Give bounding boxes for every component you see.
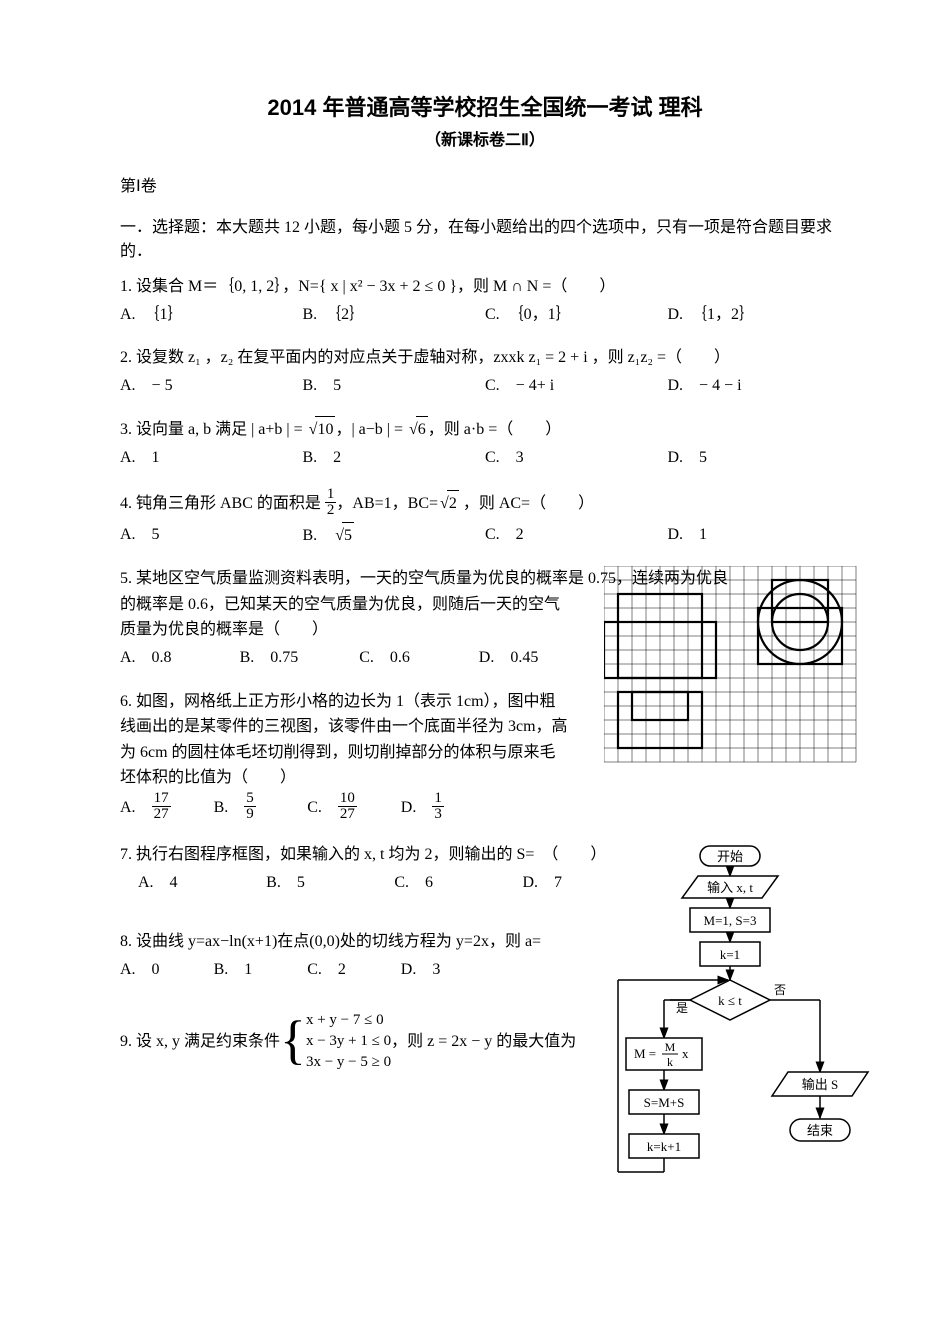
q4-opt-b-sqrt: 5 xyxy=(333,522,354,549)
question-4-options: A. 5 B. 5 C. 2 D. 1 xyxy=(120,522,850,549)
exam-page: 2014 年普通高等学校招生全国统一考试 理科 （新课标卷二Ⅱ） 第Ⅰ卷 一．选… xyxy=(0,0,945,1113)
question-4-text: 4. 钝角三角形 ABC 的面积是 12，AB=1，BC=2 ，则 AC=（ ） xyxy=(120,489,850,520)
q2-opt-b: B. 5 xyxy=(303,373,486,399)
svg-text:开始: 开始 xyxy=(717,849,743,864)
q4-frac: 12 xyxy=(325,487,337,518)
q1-set-expr: { x | x² − 3x + 2 ≤ 0 } xyxy=(319,278,457,295)
q5-line3: 质量为优良的概率是（ ） xyxy=(120,617,640,643)
q9-text-b: ，则 z = 2x − y 的最大值为 xyxy=(391,1029,576,1055)
q3-opt-b: B. 2 xyxy=(303,445,486,471)
q8-opt-a: A. 0 xyxy=(120,957,214,983)
q5-q6-wrap: 5. 某地区空气质量监测资料表明，一天的空气质量为优良的概率是 0.75，连续两… xyxy=(120,566,850,824)
question-9-text: 9. 设 x, y 满足约束条件 { x + y − 7 ≤ 0 x − 3y … xyxy=(120,1010,640,1073)
q4-sqrt: 2 xyxy=(438,490,459,517)
question-1-options: A. ｛1｝ B. ｛2｝ C. ｛0，1｝ D. ｛1，2｝ xyxy=(120,302,850,328)
svg-text:结束: 结束 xyxy=(807,1123,833,1138)
q3-opt-d: D. 5 xyxy=(668,445,851,471)
q1-text-a: 1. 设集合 M＝｛0, 1, 2｝，N= xyxy=(120,278,319,295)
q6-line4: 坯体积的比值为（ ） xyxy=(120,765,640,791)
svg-text:输出 S: 输出 S xyxy=(802,1077,838,1092)
q9-text-a: 9. 设 x, y 满足约束条件 xyxy=(120,1029,280,1055)
question-6-options: A. 1727 B. 59 C. 1027 D. 13 xyxy=(120,793,640,824)
q4-text-c: ，则 AC=（ ） xyxy=(459,495,594,512)
question-8-options: A. 0 B. 1 C. 2 D. 3 xyxy=(120,957,640,983)
q6-line2: 线画出的是某零件的三视图，该零件由一个底面半径为 3cm，高 xyxy=(120,714,640,740)
q3-opt-a: A. 1 xyxy=(120,445,303,471)
svg-text:k ≤ t: k ≤ t xyxy=(718,993,742,1008)
svg-text:是: 是 xyxy=(676,1001,688,1015)
svg-text:x: x xyxy=(682,1046,689,1061)
q6-line3: 为 6cm 的圆柱体毛坯切削得到，则切削掉部分的体积与原来毛 xyxy=(120,740,640,766)
question-8-text: 8. 设曲线 y=ax−ln(x+1)在点(0,0)处的切线方程为 y=2x，则… xyxy=(120,929,640,955)
svg-text:M: M xyxy=(665,1040,676,1054)
q3-sqrt1: 10 xyxy=(307,416,336,443)
svg-text:k=k+1: k=k+1 xyxy=(647,1139,681,1154)
q5-opt-c: C. 0.6 xyxy=(359,645,479,671)
q5-opt-b: B. 0.75 xyxy=(240,645,360,671)
question-2-text: 2. 设复数 z₁ ，z₂ 在复平面内的对应点关于虚轴对称，zxxk z₁ = … xyxy=(120,345,850,371)
q3-text-b: ，| a−b | = xyxy=(335,421,407,438)
q1-opt-a: A. ｛1｝ xyxy=(120,302,303,328)
page-subtitle: （新课标卷二Ⅱ） xyxy=(120,126,850,150)
q6-line1: 6. 如图，网格纸上正方形小格的边长为 1（表示 1cm），图中粗 xyxy=(120,689,640,715)
q5-opt-a: A. 0.8 xyxy=(120,645,240,671)
question-4: 4. 钝角三角形 ABC 的面积是 12，AB=1，BC=2 ，则 AC=（ ）… xyxy=(120,489,850,549)
q6-opt-b: B. 59 xyxy=(214,793,308,824)
q3-text-c: ，则 a·b =（ ） xyxy=(428,421,561,438)
flowchart-figure: 开始输入 x, t M=1, S=3 k=1 k ≤ t 是 M = Mk x S=M+S k… xyxy=(610,842,870,1202)
q7-opt-c: C. 6 xyxy=(394,870,522,896)
q4-opt-b: B. 5 xyxy=(303,522,486,549)
question-2-options: A. − 5 B. 5 C. − 4+ i D. − 4 − i xyxy=(120,373,850,399)
question-3-options: A. 1 B. 2 C. 3 D. 5 xyxy=(120,445,850,471)
q5-opt-d: D. 0.45 xyxy=(479,645,599,671)
q4-opt-c: C. 2 xyxy=(485,522,668,549)
q8-opt-b: B. 1 xyxy=(214,957,308,983)
q3-text-a: 3. 设向量 a, b 满足 | a+b | = xyxy=(120,421,307,438)
q1-opt-c: C. ｛0，1｝ xyxy=(485,302,668,328)
three-view-grid-figure xyxy=(604,566,860,766)
question-5-options: A. 0.8 B. 0.75 C. 0.6 D. 0.45 xyxy=(120,645,640,671)
svg-text:否: 否 xyxy=(774,983,786,997)
q8-opt-d: D. 3 xyxy=(401,957,495,983)
q1-opt-d: D. ｛1，2｝ xyxy=(668,302,851,328)
q4-text-a: 4. 钝角三角形 ABC 的面积是 xyxy=(120,495,325,512)
q4-opt-a: A. 5 xyxy=(120,522,303,549)
q4-text-b: ，AB=1，BC= xyxy=(336,495,438,512)
q6-opt-c: C. 1027 xyxy=(307,793,401,824)
q2-opt-d: D. − 4 − i xyxy=(668,373,851,399)
question-1-text: 1. 设集合 M＝｛0, 1, 2｝，N={ x | x² − 3x + 2 ≤… xyxy=(120,274,850,300)
q4-opt-d: D. 1 xyxy=(668,522,851,549)
left-brace-icon: { xyxy=(280,1013,306,1067)
q8-opt-c: C. 2 xyxy=(307,957,401,983)
question-3-text: 3. 设向量 a, b 满足 | a+b | = 10，| a−b | = 6，… xyxy=(120,416,850,443)
q9-system: { x + y − 7 ≤ 0 x − 3y + 1 ≤ 0 3x − y − … xyxy=(280,1010,391,1073)
svg-text:k=1: k=1 xyxy=(720,947,740,962)
q9-sys-l2: x − 3y + 1 ≤ 0 xyxy=(306,1031,391,1052)
svg-text:M =: M = xyxy=(634,1046,656,1061)
svg-text:k: k xyxy=(667,1055,673,1069)
q1-opt-b: B. ｛2｝ xyxy=(303,302,486,328)
question-1: 1. 设集合 M＝｛0, 1, 2｝，N={ x | x² − 3x + 2 ≤… xyxy=(120,274,850,327)
q2-opt-a: A. − 5 xyxy=(120,373,303,399)
q5-line2: 的概率是 0.6，已知某天的空气质量为优良，则随后一天的空气 xyxy=(120,592,640,618)
q3-opt-c: C. 3 xyxy=(485,445,668,471)
svg-text:输入 x, t: 输入 x, t xyxy=(707,880,753,895)
q6-opt-a: A. 1727 xyxy=(120,793,214,824)
q7-opt-a: A. 4 xyxy=(138,870,266,896)
q2-opt-c: C. − 4+ i xyxy=(485,373,668,399)
q9-sys-l1: x + y − 7 ≤ 0 xyxy=(306,1010,391,1031)
page-title: 2014 年普通高等学校招生全国统一考试 理科 xyxy=(120,90,850,122)
svg-text:S=M+S: S=M+S xyxy=(644,1095,685,1110)
q1-text-b: ，则 M ∩ N =（ ） xyxy=(457,278,615,295)
question-2: 2. 设复数 z₁ ，z₂ 在复平面内的对应点关于虚轴对称，zxxk z₁ = … xyxy=(120,345,850,398)
section-label: 第Ⅰ卷 xyxy=(120,172,850,196)
q3-sqrt2: 6 xyxy=(407,416,428,443)
question-3: 3. 设向量 a, b 满足 | a+b | = 10，| a−b | = 6，… xyxy=(120,416,850,470)
q6-opt-d: D. 13 xyxy=(401,793,495,824)
section-instructions: 一．选择题：本大题共 12 小题，每小题 5 分，在每小题给出的四个选项中，只有… xyxy=(120,216,850,264)
q7-q9-wrap: 7. 执行右图程序框图，如果输入的 x, t 均为 2，则输出的 S= （ ） … xyxy=(120,842,850,1073)
q7-opt-b: B. 5 xyxy=(266,870,394,896)
q9-sys-l3: 3x − y − 5 ≥ 0 xyxy=(306,1052,391,1073)
svg-text:M=1, S=3: M=1, S=3 xyxy=(704,913,757,928)
